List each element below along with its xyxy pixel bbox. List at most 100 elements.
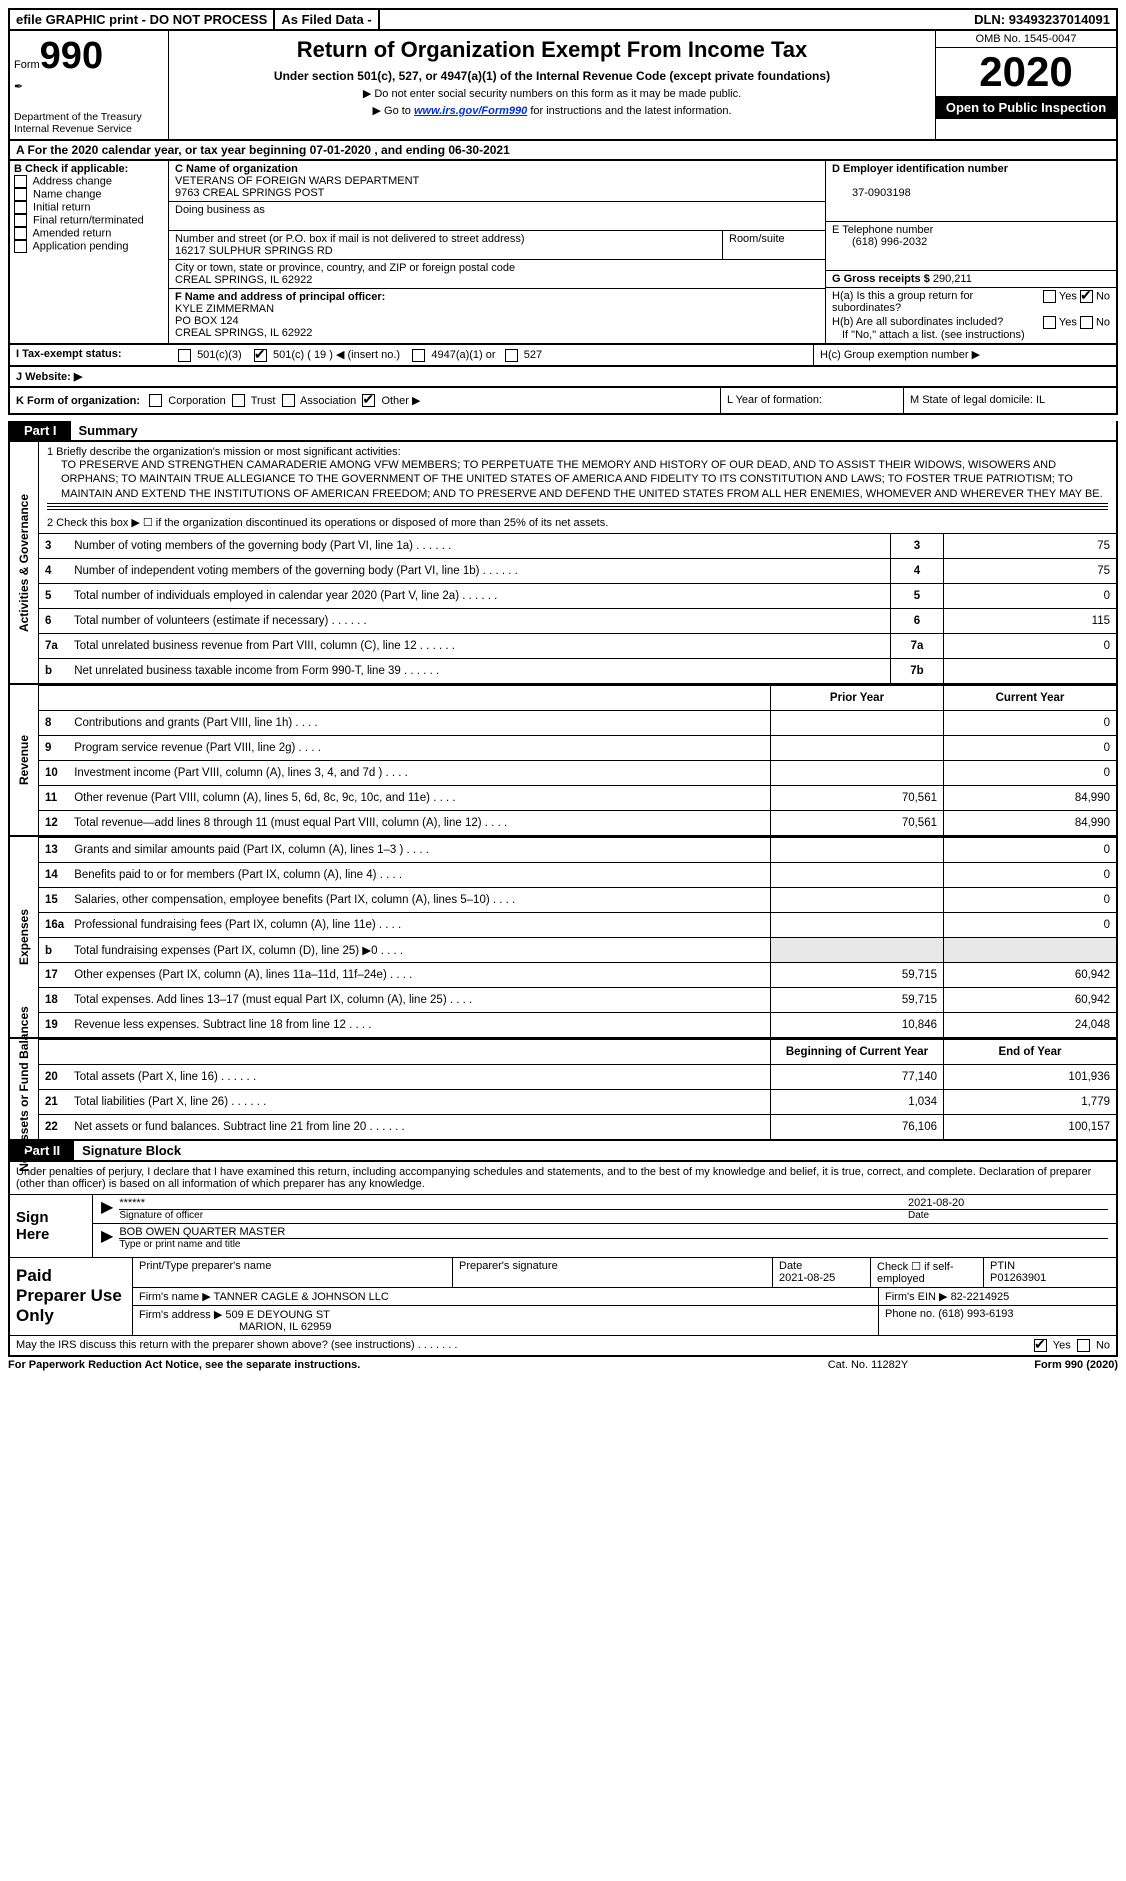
firm-addr2: MARION, IL 62959 xyxy=(139,1321,332,1333)
corp-check[interactable] xyxy=(149,394,162,407)
exp-line-15: 15 Salaries, other compensation, employe… xyxy=(39,888,1116,913)
signature-block: Under penalties of perjury, I declare th… xyxy=(8,1162,1118,1357)
form-header: Form990 ✒ Department of the Treasury Int… xyxy=(8,31,1118,141)
527-check[interactable] xyxy=(505,349,518,362)
phone-value: (618) 996-2032 xyxy=(832,236,927,248)
501c-check[interactable] xyxy=(254,349,267,362)
sign-here-label: Sign Here xyxy=(10,1195,92,1257)
ha-yes[interactable] xyxy=(1043,290,1056,303)
checkbox-amended-return[interactable]: Amended return xyxy=(14,227,164,240)
declaration-text: Under penalties of perjury, I declare th… xyxy=(10,1162,1116,1195)
tax-exempt-label: I Tax-exempt status: xyxy=(10,345,172,365)
org-name-label: C Name of organization xyxy=(175,163,298,175)
rev-line-11: 11 Other revenue (Part VIII, column (A),… xyxy=(39,786,1116,811)
rev-line-9: 9 Program service revenue (Part VIII, li… xyxy=(39,736,1116,761)
street-address: 16217 SULPHUR SPRINGS RD xyxy=(175,245,333,257)
gov-line-5: 5 Total number of individuals employed i… xyxy=(39,584,1116,609)
mission-label: 1 Briefly describe the organization's mi… xyxy=(47,446,1108,458)
exp-line-18: 18 Total expenses. Add lines 13–17 (must… xyxy=(39,988,1116,1013)
tax-exempt-options: 501(c)(3) 501(c) ( 19 ) ◀ (insert no.) 4… xyxy=(172,345,813,365)
ptin-value: P01263901 xyxy=(990,1272,1046,1284)
501c3-check[interactable] xyxy=(178,349,191,362)
hb-no[interactable] xyxy=(1080,316,1093,329)
prep-sig-label: Preparer's signature xyxy=(452,1258,772,1288)
website-label: J Website: ▶ xyxy=(10,367,88,386)
sig-date: 2021-08-20 xyxy=(908,1197,1108,1209)
form-of-org: K Form of organization: Corporation Trus… xyxy=(10,388,720,414)
rev-line-12: 12 Total revenue—add lines 8 through 11 … xyxy=(39,811,1116,836)
exp-line-13: 13 Grants and similar amounts paid (Part… xyxy=(39,838,1116,863)
hb-yes[interactable] xyxy=(1043,316,1056,329)
side-net-assets: Net Assets or Fund Balances xyxy=(17,1006,31,1172)
net-line-21: 21 Total liabilities (Part X, line 26) .… xyxy=(39,1090,1116,1115)
exp-line-14: 14 Benefits paid to or for members (Part… xyxy=(39,863,1116,888)
gov-line-6: 6 Total number of volunteers (estimate i… xyxy=(39,609,1116,634)
expenses-table: 13 Grants and similar amounts paid (Part… xyxy=(39,837,1116,1037)
gov-line-4: 4 Number of independent voting members o… xyxy=(39,559,1116,584)
exp-line-16a: 16a Professional fundraising fees (Part … xyxy=(39,913,1116,938)
form-ref: Form 990 (2020) xyxy=(968,1359,1118,1371)
rev-line-10: 10 Investment income (Part VIII, column … xyxy=(39,761,1116,786)
4947-check[interactable] xyxy=(412,349,425,362)
officer-label: F Name and address of principal officer: xyxy=(175,291,385,303)
year-formation: L Year of formation: xyxy=(720,388,903,414)
discuss-no[interactable] xyxy=(1077,1339,1090,1352)
discuss-yes[interactable] xyxy=(1034,1339,1047,1352)
firm-phone: (618) 993-6193 xyxy=(938,1308,1013,1320)
checkbox-final-return-terminated[interactable]: Final return/terminated xyxy=(14,214,164,227)
form-label: Form xyxy=(14,59,40,71)
part-2-header: Part II Signature Block xyxy=(8,1141,1118,1162)
dept-label: Department of the Treasury Internal Reve… xyxy=(14,111,164,135)
officer-city: CREAL SPRINGS, IL 62922 xyxy=(175,327,312,339)
firm-ein: 82-2214925 xyxy=(951,1291,1010,1303)
tax-year: 2020 xyxy=(936,48,1116,96)
officer-name: KYLE ZIMMERMAN xyxy=(175,303,274,315)
assoc-check[interactable] xyxy=(282,394,295,407)
ssn-note: ▶ Do not enter social security numbers o… xyxy=(177,87,927,100)
ha-label: H(a) Is this a group return for subordin… xyxy=(832,290,1012,314)
checkbox-name-change[interactable]: Name change xyxy=(14,188,164,201)
page-footer: For Paperwork Reduction Act Notice, see … xyxy=(8,1357,1118,1371)
checkbox-address-change[interactable]: Address change xyxy=(14,175,164,188)
officer-addr: PO BOX 124 xyxy=(175,315,239,327)
org-name-2: 9763 CREAL SPRINGS POST xyxy=(175,187,324,199)
side-expenses: Expenses xyxy=(17,909,31,965)
dba-label: Doing business as xyxy=(175,204,265,216)
room-label: Room/suite xyxy=(723,231,825,259)
side-revenue: Revenue xyxy=(17,735,31,785)
phone-label: E Telephone number xyxy=(832,224,933,236)
exp-line-19: 19 Revenue less expenses. Subtract line … xyxy=(39,1013,1116,1038)
paid-preparer-label: Paid Preparer Use Only xyxy=(10,1258,132,1335)
org-name-1: VETERANS OF FOREIGN WARS DEPARTMENT xyxy=(175,175,419,187)
prep-date: 2021-08-25 xyxy=(779,1272,835,1284)
ein-label: D Employer identification number xyxy=(832,163,1008,175)
officer-print-name: BOB OWEN QUARTER MASTER xyxy=(119,1226,1108,1239)
other-check[interactable] xyxy=(362,394,375,407)
col-b-checkboxes: B Check if applicable: Address change Na… xyxy=(10,161,169,343)
prep-name-label: Print/Type preparer's name xyxy=(132,1258,452,1288)
ha-no[interactable] xyxy=(1080,290,1093,303)
city-label: City or town, state or province, country… xyxy=(175,262,515,274)
net-line-20: 20 Total assets (Part X, line 16) . . . … xyxy=(39,1065,1116,1090)
discuss-row: May the IRS discuss this return with the… xyxy=(10,1335,1116,1355)
irs-link[interactable]: www.irs.gov/Form990 xyxy=(414,105,527,117)
checkbox-application-pending[interactable]: Application pending xyxy=(14,240,164,253)
self-emp-check: Check ☐ if self-employed xyxy=(870,1258,983,1288)
exp-line-b: b Total fundraising expenses (Part IX, c… xyxy=(39,938,1116,963)
exp-line-17: 17 Other expenses (Part IX, column (A), … xyxy=(39,963,1116,988)
state-domicile: M State of legal domicile: IL xyxy=(903,388,1116,414)
irs-link-line: ▶ Go to www.irs.gov/Form990 for instruct… xyxy=(177,104,927,117)
checkbox-initial-return[interactable]: Initial return xyxy=(14,201,164,214)
rev-line-8: 8 Contributions and grants (Part VIII, l… xyxy=(39,711,1116,736)
trust-check[interactable] xyxy=(232,394,245,407)
part-1-header: Part I Summary xyxy=(8,421,1118,442)
form-subtitle: Under section 501(c), 527, or 4947(a)(1)… xyxy=(177,69,927,83)
dln: DLN: 93493237014091 xyxy=(968,10,1116,29)
city-state-zip: CREAL SPRINGS, IL 62922 xyxy=(175,274,312,286)
firm-name: TANNER CAGLE & JOHNSON LLC xyxy=(214,1291,389,1303)
governance-table: 3 Number of voting members of the govern… xyxy=(39,533,1116,683)
hb-label: H(b) Are all subordinates included? xyxy=(832,316,1012,329)
hc-label: H(c) Group exemption number ▶ xyxy=(813,345,1116,365)
as-filed: As Filed Data - xyxy=(275,10,379,29)
public-inspection: Open to Public Inspection xyxy=(936,96,1116,119)
